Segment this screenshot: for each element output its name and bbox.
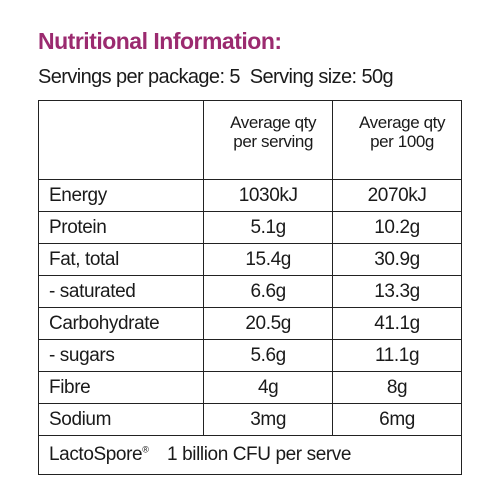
nutrient-value: 13.3g [332, 275, 462, 308]
header-cell [37, 100, 205, 180]
footer-cell: LactoSpore® 1 billion CFU per serve [38, 435, 462, 475]
footer-name: LactoSpore [49, 444, 143, 465]
header-line: Average qty [359, 113, 446, 132]
nutrient-value: 8g [332, 371, 462, 404]
table-row: - saturated 6.6g 13.3g [37, 275, 462, 308]
footer-mark: ® [142, 444, 149, 455]
nutrient-value: 5.6g [203, 339, 334, 372]
nutrient-value: 10.2g [332, 211, 462, 244]
nutrient-name: Protein [37, 211, 205, 244]
table-row: Protein 5.1g 10.2g [37, 211, 462, 244]
table-row: - sugars 5.6g 11.1g [37, 339, 462, 372]
nutrient-name: Energy [37, 179, 205, 212]
title: Nutritional Information: [38, 28, 282, 54]
table-row: Fat, total 15.4g 30.9g [37, 243, 462, 276]
nutrient-value: 3mg [203, 403, 334, 436]
table-row: Sodium 3mg 6mg [37, 403, 462, 436]
header-cell: Average qty per 100g [332, 100, 462, 180]
subtitle: Servings per package: 5 Serving size: 50… [38, 66, 394, 88]
header-row: Average qty per serving Average qty per 100… [37, 100, 462, 180]
nutrient-value: 4g [203, 371, 334, 404]
nutrient-name: - sugars [37, 339, 205, 372]
footer-row: LactoSpore® 1 billion CFU per serve [38, 435, 462, 475]
nutrient-value: 5.1g [203, 211, 334, 244]
nutrient-value: 15.4g [203, 243, 334, 276]
nutrient-name: Fat, total [37, 243, 205, 276]
header-line: Average qty [230, 113, 317, 132]
table-row: Fibre 4g 8g [37, 371, 462, 404]
footer-text: 1 billion CFU per serve [167, 444, 352, 465]
nutrient-value: 2070kJ [332, 179, 462, 212]
nutrient-name: - saturated [37, 275, 205, 308]
nutrient-value: 1030kJ [203, 179, 334, 212]
nutrient-value: 20.5g [203, 307, 334, 340]
table-row: Carbohydrate 20.5g 41.1g [37, 307, 462, 340]
nutrient-value: 6.6g [203, 275, 334, 308]
header-line: per serving [233, 132, 313, 151]
header-line: per 100g [370, 132, 434, 151]
table-body: Average qty per serving Average qty per 100… [37, 100, 462, 475]
nutrient-name: Sodium [37, 403, 205, 436]
nutrient-value: 11.1g [332, 339, 462, 372]
nutrient-value: 30.9g [332, 243, 462, 276]
nutrient-value: 6mg [332, 403, 462, 436]
nutrient-name: Fibre [37, 371, 205, 404]
nutrition-table: Average qty per serving Average qty per 100… [37, 100, 462, 475]
table-row: Energy 1030kJ 2070kJ [37, 179, 462, 212]
nutrient-value: 41.1g [332, 307, 462, 340]
header-cell: Average qty per serving [203, 100, 334, 180]
nutrient-name: Carbohydrate [37, 307, 205, 340]
